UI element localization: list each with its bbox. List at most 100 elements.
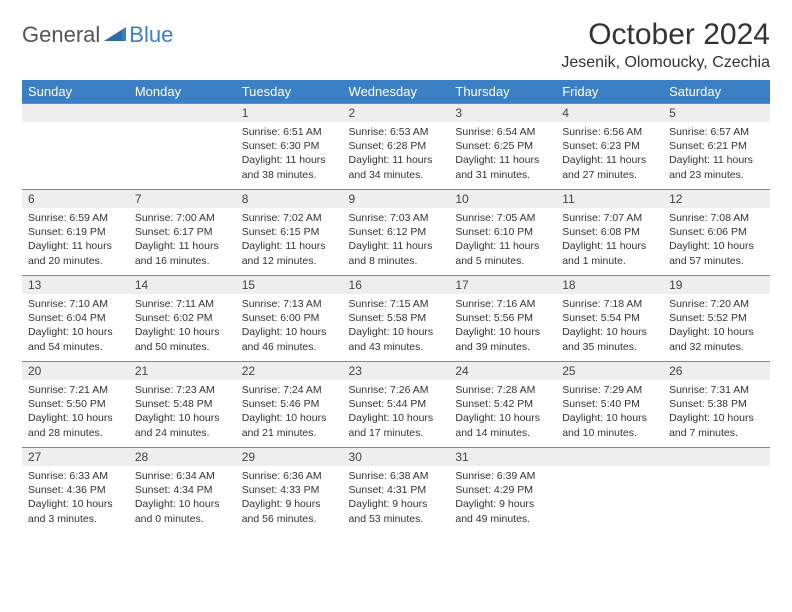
day-details: Sunrise: 7:16 AM Sunset: 5:56 PM Dayligh… — [449, 294, 556, 360]
calendar-cell: 1Sunrise: 6:51 AM Sunset: 6:30 PM Daylig… — [236, 103, 343, 189]
day-details: Sunrise: 7:28 AM Sunset: 5:42 PM Dayligh… — [449, 380, 556, 446]
month-title: October 2024 — [561, 18, 770, 52]
day-details: Sunrise: 7:08 AM Sunset: 6:06 PM Dayligh… — [663, 208, 770, 274]
day-header-row: Sunday Monday Tuesday Wednesday Thursday… — [22, 80, 770, 103]
calendar-cell: 7Sunrise: 7:00 AM Sunset: 6:17 PM Daylig… — [129, 189, 236, 275]
calendar-week-row: 6Sunrise: 6:59 AM Sunset: 6:19 PM Daylig… — [22, 189, 770, 275]
day-details: Sunrise: 7:07 AM Sunset: 6:08 PM Dayligh… — [556, 208, 663, 274]
calendar-cell — [556, 447, 663, 533]
day-number-empty — [129, 103, 236, 122]
day-details: Sunrise: 6:57 AM Sunset: 6:21 PM Dayligh… — [663, 122, 770, 188]
calendar-cell: 14Sunrise: 7:11 AM Sunset: 6:02 PM Dayli… — [129, 275, 236, 361]
day-header: Sunday — [22, 80, 129, 103]
day-number: 11 — [556, 189, 663, 208]
day-details: Sunrise: 7:10 AM Sunset: 6:04 PM Dayligh… — [22, 294, 129, 360]
calendar-cell: 19Sunrise: 7:20 AM Sunset: 5:52 PM Dayli… — [663, 275, 770, 361]
day-number: 24 — [449, 361, 556, 380]
day-number: 9 — [343, 189, 450, 208]
calendar-cell: 28Sunrise: 6:34 AM Sunset: 4:34 PM Dayli… — [129, 447, 236, 533]
day-number: 20 — [22, 361, 129, 380]
day-number: 28 — [129, 447, 236, 466]
day-number: 5 — [663, 103, 770, 122]
day-details: Sunrise: 6:54 AM Sunset: 6:25 PM Dayligh… — [449, 122, 556, 188]
calendar-cell: 22Sunrise: 7:24 AM Sunset: 5:46 PM Dayli… — [236, 361, 343, 447]
day-number-empty — [22, 103, 129, 122]
day-number: 23 — [343, 361, 450, 380]
day-header: Tuesday — [236, 80, 343, 103]
day-details: Sunrise: 6:51 AM Sunset: 6:30 PM Dayligh… — [236, 122, 343, 188]
calendar-cell: 8Sunrise: 7:02 AM Sunset: 6:15 PM Daylig… — [236, 189, 343, 275]
day-details: Sunrise: 6:38 AM Sunset: 4:31 PM Dayligh… — [343, 466, 450, 532]
day-number: 6 — [22, 189, 129, 208]
day-header: Thursday — [449, 80, 556, 103]
day-details: Sunrise: 7:23 AM Sunset: 5:48 PM Dayligh… — [129, 380, 236, 446]
day-details: Sunrise: 7:18 AM Sunset: 5:54 PM Dayligh… — [556, 294, 663, 360]
day-details: Sunrise: 7:02 AM Sunset: 6:15 PM Dayligh… — [236, 208, 343, 274]
calendar-table: Sunday Monday Tuesday Wednesday Thursday… — [22, 80, 770, 533]
day-number-empty — [556, 447, 663, 466]
day-number: 1 — [236, 103, 343, 122]
calendar-cell: 3Sunrise: 6:54 AM Sunset: 6:25 PM Daylig… — [449, 103, 556, 189]
calendar-cell: 4Sunrise: 6:56 AM Sunset: 6:23 PM Daylig… — [556, 103, 663, 189]
day-header: Wednesday — [343, 80, 450, 103]
calendar-cell: 11Sunrise: 7:07 AM Sunset: 6:08 PM Dayli… — [556, 189, 663, 275]
day-number: 7 — [129, 189, 236, 208]
day-number: 31 — [449, 447, 556, 466]
day-number: 4 — [556, 103, 663, 122]
day-details: Sunrise: 6:33 AM Sunset: 4:36 PM Dayligh… — [22, 466, 129, 532]
calendar-cell: 2Sunrise: 6:53 AM Sunset: 6:28 PM Daylig… — [343, 103, 450, 189]
day-header: Monday — [129, 80, 236, 103]
calendar-cell — [129, 103, 236, 189]
day-number: 10 — [449, 189, 556, 208]
calendar-cell: 25Sunrise: 7:29 AM Sunset: 5:40 PM Dayli… — [556, 361, 663, 447]
location: Jesenik, Olomoucky, Czechia — [561, 54, 770, 72]
calendar-cell: 30Sunrise: 6:38 AM Sunset: 4:31 PM Dayli… — [343, 447, 450, 533]
calendar-week-row: 27Sunrise: 6:33 AM Sunset: 4:36 PM Dayli… — [22, 447, 770, 533]
calendar-cell: 9Sunrise: 7:03 AM Sunset: 6:12 PM Daylig… — [343, 189, 450, 275]
header: General Blue October 2024 Jesenik, Olomo… — [22, 18, 770, 72]
day-number-empty — [663, 447, 770, 466]
day-details: Sunrise: 6:53 AM Sunset: 6:28 PM Dayligh… — [343, 122, 450, 188]
day-number: 16 — [343, 275, 450, 294]
calendar-cell: 10Sunrise: 7:05 AM Sunset: 6:10 PM Dayli… — [449, 189, 556, 275]
day-number: 14 — [129, 275, 236, 294]
day-details: Sunrise: 7:13 AM Sunset: 6:00 PM Dayligh… — [236, 294, 343, 360]
day-number: 29 — [236, 447, 343, 466]
calendar-cell: 18Sunrise: 7:18 AM Sunset: 5:54 PM Dayli… — [556, 275, 663, 361]
day-details: Sunrise: 7:03 AM Sunset: 6:12 PM Dayligh… — [343, 208, 450, 274]
calendar-cell: 26Sunrise: 7:31 AM Sunset: 5:38 PM Dayli… — [663, 361, 770, 447]
day-details: Sunrise: 6:34 AM Sunset: 4:34 PM Dayligh… — [129, 466, 236, 532]
day-number: 15 — [236, 275, 343, 294]
day-number: 8 — [236, 189, 343, 208]
calendar-cell: 12Sunrise: 7:08 AM Sunset: 6:06 PM Dayli… — [663, 189, 770, 275]
day-details: Sunrise: 7:05 AM Sunset: 6:10 PM Dayligh… — [449, 208, 556, 274]
calendar-cell: 20Sunrise: 7:21 AM Sunset: 5:50 PM Dayli… — [22, 361, 129, 447]
title-block: October 2024 Jesenik, Olomoucky, Czechia — [561, 18, 770, 72]
day-details: Sunrise: 6:56 AM Sunset: 6:23 PM Dayligh… — [556, 122, 663, 188]
brand-part2: Blue — [129, 22, 173, 48]
calendar-week-row: 20Sunrise: 7:21 AM Sunset: 5:50 PM Dayli… — [22, 361, 770, 447]
day-details: Sunrise: 7:20 AM Sunset: 5:52 PM Dayligh… — [663, 294, 770, 360]
day-number: 17 — [449, 275, 556, 294]
calendar-cell: 31Sunrise: 6:39 AM Sunset: 4:29 PM Dayli… — [449, 447, 556, 533]
day-details: Sunrise: 7:00 AM Sunset: 6:17 PM Dayligh… — [129, 208, 236, 274]
calendar-cell: 13Sunrise: 7:10 AM Sunset: 6:04 PM Dayli… — [22, 275, 129, 361]
day-number: 21 — [129, 361, 236, 380]
day-details: Sunrise: 7:31 AM Sunset: 5:38 PM Dayligh… — [663, 380, 770, 446]
calendar-cell: 24Sunrise: 7:28 AM Sunset: 5:42 PM Dayli… — [449, 361, 556, 447]
calendar-cell: 6Sunrise: 6:59 AM Sunset: 6:19 PM Daylig… — [22, 189, 129, 275]
calendar-week-row: 13Sunrise: 7:10 AM Sunset: 6:04 PM Dayli… — [22, 275, 770, 361]
brand-logo: General Blue — [22, 18, 173, 48]
day-number: 12 — [663, 189, 770, 208]
day-details: Sunrise: 7:24 AM Sunset: 5:46 PM Dayligh… — [236, 380, 343, 446]
day-number: 3 — [449, 103, 556, 122]
brand-part1: General — [22, 22, 100, 48]
day-header: Friday — [556, 80, 663, 103]
day-details: Sunrise: 6:36 AM Sunset: 4:33 PM Dayligh… — [236, 466, 343, 532]
day-details: Sunrise: 7:15 AM Sunset: 5:58 PM Dayligh… — [343, 294, 450, 360]
calendar-cell: 16Sunrise: 7:15 AM Sunset: 5:58 PM Dayli… — [343, 275, 450, 361]
calendar-cell: 27Sunrise: 6:33 AM Sunset: 4:36 PM Dayli… — [22, 447, 129, 533]
day-number: 30 — [343, 447, 450, 466]
day-details: Sunrise: 7:21 AM Sunset: 5:50 PM Dayligh… — [22, 380, 129, 446]
calendar-cell: 17Sunrise: 7:16 AM Sunset: 5:56 PM Dayli… — [449, 275, 556, 361]
